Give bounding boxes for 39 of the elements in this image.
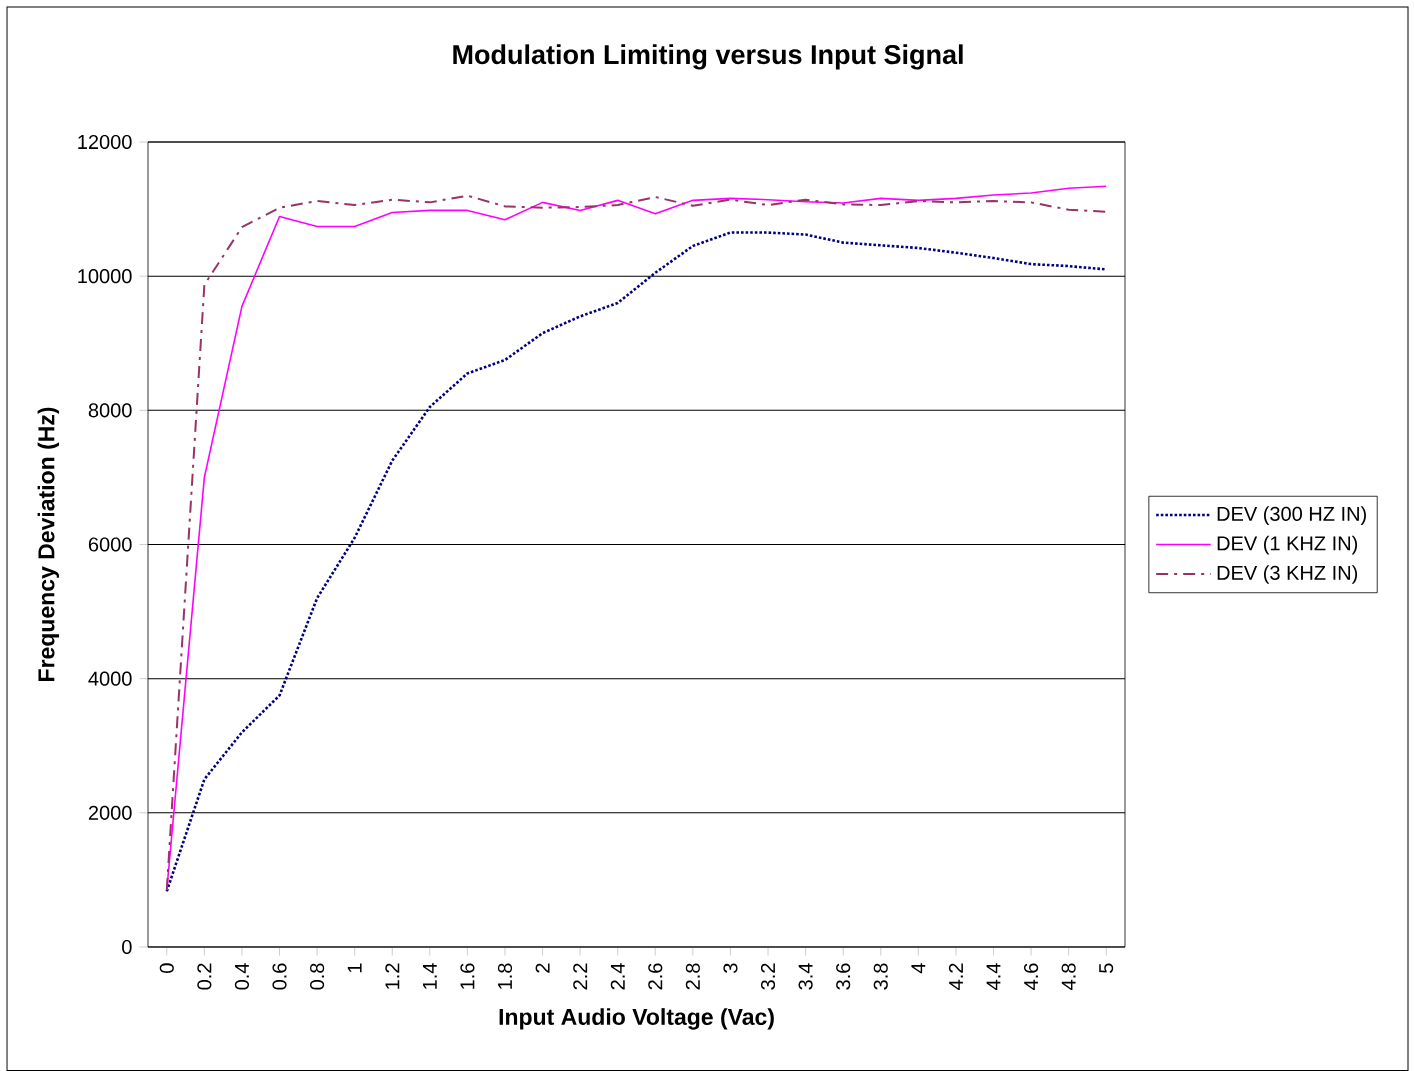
- x-tick-label: 3: [723, 963, 738, 973]
- x-tick-label: 0.2: [197, 963, 212, 990]
- chart-title: Modulation Limiting versus Input Signal: [453, 44, 963, 70]
- y-tick-label: 10000: [78, 269, 132, 284]
- y-axis-title: Frequency Deviation (Hz): [37, 407, 60, 681]
- x-axis-title: Input Audio Voltage (Vac): [499, 1008, 774, 1030]
- y-tick-label: 0: [122, 939, 132, 955]
- x-tick-label: 1: [347, 963, 362, 973]
- x-tick-label: 1.6: [460, 963, 475, 989]
- x-tick-label: 1.8: [497, 963, 513, 989]
- x-tick-label: 2.6: [648, 963, 663, 990]
- y-tick-label: 8000: [88, 403, 132, 418]
- x-tick-label: 3.8: [873, 963, 888, 990]
- x-tick-label: 1.2: [385, 963, 400, 989]
- x-tick-label: 4.6: [1023, 963, 1039, 990]
- legend-label: DEV (1 KHZ IN): [1217, 535, 1358, 555]
- x-tick-label: 2.2: [573, 963, 588, 990]
- x-tick-label: 4: [911, 963, 926, 974]
- x-tick-label: 0: [159, 963, 174, 973]
- x-tick-label: 2.4: [610, 963, 625, 990]
- x-tick-label: 2.8: [685, 963, 700, 990]
- y-tick-label: 4000: [88, 671, 132, 686]
- x-tick-label: 2: [535, 963, 550, 973]
- x-tick-label: 4.4: [986, 963, 1001, 990]
- x-tick-label: 4.2: [948, 963, 963, 990]
- x-tick-label: 0.8: [310, 963, 325, 990]
- x-tick-label: 0.4: [234, 963, 250, 990]
- y-tick-label: 12000: [78, 134, 132, 150]
- x-tick-label: 3.4: [798, 963, 813, 990]
- x-tick-label: 4.8: [1061, 963, 1076, 990]
- x-tick-label: 0.6: [272, 963, 287, 990]
- x-tick-label: 3.6: [836, 963, 851, 990]
- x-tick-label: 1.4: [422, 963, 437, 989]
- y-tick-label: 2000: [88, 805, 132, 820]
- y-tick-label: 6000: [88, 537, 132, 552]
- x-tick-label: 5: [1099, 963, 1114, 973]
- legend-label: DEV (300 HZ IN): [1217, 506, 1366, 525]
- x-tick-label: 3.2: [760, 963, 776, 990]
- legend-label: DEV (3 KHZ IN): [1217, 565, 1358, 584]
